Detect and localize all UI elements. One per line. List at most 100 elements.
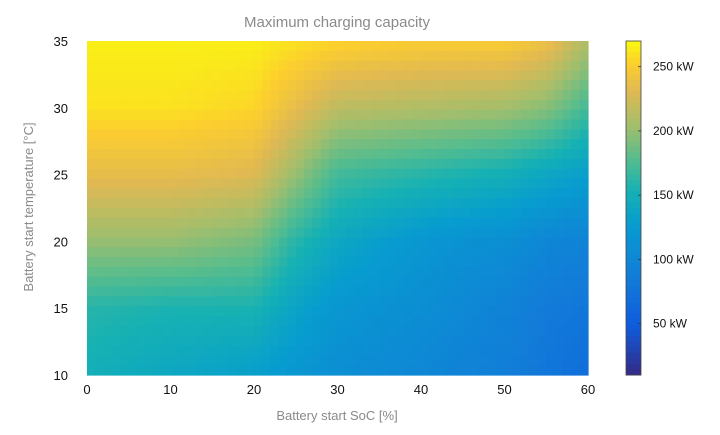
heatmap-cell (237, 266, 247, 278)
heatmap-cell (479, 227, 489, 239)
heatmap-cell (487, 188, 497, 199)
heatmap-cell (145, 286, 155, 298)
heatmap-cell (187, 70, 197, 81)
heatmap-cell (178, 149, 188, 160)
heatmap-cell (512, 316, 522, 327)
heatmap-cell (370, 109, 380, 121)
heatmap-cell (128, 325, 138, 337)
heatmap-cell (295, 266, 305, 278)
heatmap-cell (262, 276, 272, 288)
heatmap-cell (504, 266, 514, 278)
heatmap-cell (220, 99, 230, 111)
heatmap-cell (170, 325, 180, 337)
x-axis-ticks: 0 10 20 30 40 50 60 (83, 382, 595, 397)
heatmap-cell (354, 168, 364, 180)
heatmap-cell (387, 208, 397, 219)
heatmap-cell (504, 208, 514, 219)
heatmap-cell (379, 178, 389, 189)
heatmap-cell (437, 188, 447, 199)
heatmap-cell (279, 158, 288, 170)
colorbar-frame (625, 40, 642, 376)
heatmap-cell (446, 355, 455, 366)
heatmap-cell (304, 227, 314, 239)
heatmap-cell (103, 247, 113, 258)
heatmap-cell (95, 149, 105, 160)
heatmap-cell (112, 168, 121, 180)
heatmap-cell (228, 286, 238, 298)
heatmap-cell (112, 188, 121, 199)
heatmap-cell (370, 50, 380, 62)
heatmap-cell (337, 286, 347, 298)
heatmap-cell (245, 129, 255, 140)
heatmap-cell (262, 139, 272, 150)
heatmap-cell (295, 168, 305, 180)
heatmap-cell (421, 188, 430, 199)
heatmap-cell (546, 208, 556, 219)
heatmap-cell (504, 257, 514, 268)
heatmap-cell (471, 99, 481, 111)
heatmap-cell (237, 355, 247, 366)
heatmap-cell (571, 325, 581, 337)
heatmap-cell (178, 355, 188, 366)
heatmap-cell (120, 41, 130, 52)
colorbar-segment (626, 297, 641, 304)
heatmap-cell (254, 345, 263, 356)
heatmap-cell (446, 247, 455, 258)
heatmap-cell (137, 237, 147, 248)
heatmap-cell (412, 316, 422, 327)
heatmap-cell (387, 316, 397, 327)
heatmap-cell (270, 217, 280, 229)
heatmap-cell (270, 247, 280, 258)
heatmap-cell (412, 217, 422, 229)
y-tick-label: 20 (54, 234, 68, 249)
heatmap-cell (237, 335, 247, 347)
heatmap-cell (153, 129, 163, 140)
heatmap-cell (262, 129, 272, 140)
heatmap-cell (112, 90, 121, 101)
heatmap-cell (387, 247, 397, 258)
heatmap-cell (546, 355, 556, 366)
heatmap-cell (245, 355, 255, 366)
heatmap-cell (262, 41, 272, 52)
heatmap-cell (496, 257, 506, 268)
colorbar-segment (626, 79, 641, 87)
heatmap-cell (496, 266, 506, 278)
heatmap-cell (521, 266, 531, 278)
heatmap-cell (471, 168, 481, 180)
heatmap-cell (162, 247, 172, 258)
heatmap-cell (87, 227, 96, 239)
heatmap-cell (170, 139, 180, 150)
heatmap-cell (546, 178, 556, 189)
heatmap-cell (320, 149, 330, 160)
heatmap-cell (412, 41, 422, 52)
heatmap-cell (228, 276, 238, 288)
heatmap-cell (429, 286, 439, 298)
heatmap-cell (312, 90, 322, 101)
heatmap-cell (521, 50, 531, 62)
heatmap-cell (437, 109, 447, 121)
heatmap-cell (245, 198, 255, 209)
heatmap-cell (437, 306, 447, 317)
heatmap-cell (237, 70, 247, 81)
heatmap-cell (262, 198, 272, 209)
heatmap-cell (320, 208, 330, 219)
heatmap-cell (446, 109, 455, 121)
heatmap-cell (537, 217, 547, 229)
heatmap-cell (471, 276, 481, 288)
heatmap-cell (329, 227, 339, 239)
heatmap-cell (529, 50, 539, 62)
heatmap-cell (203, 198, 213, 209)
heatmap-cell (262, 247, 272, 258)
heatmap-cell (128, 286, 138, 298)
heatmap-cell (512, 286, 522, 298)
heatmap-cell (187, 188, 197, 199)
heatmap-cell (504, 365, 514, 376)
heatmap-cell (504, 178, 514, 189)
heatmap-cell (354, 325, 364, 337)
heatmap-cell (437, 80, 447, 91)
heatmap-cell (412, 129, 422, 140)
heatmap-cell (537, 345, 547, 356)
heatmap-cell (153, 168, 163, 180)
heatmap-cell (103, 276, 113, 288)
heatmap-cell (153, 345, 163, 356)
